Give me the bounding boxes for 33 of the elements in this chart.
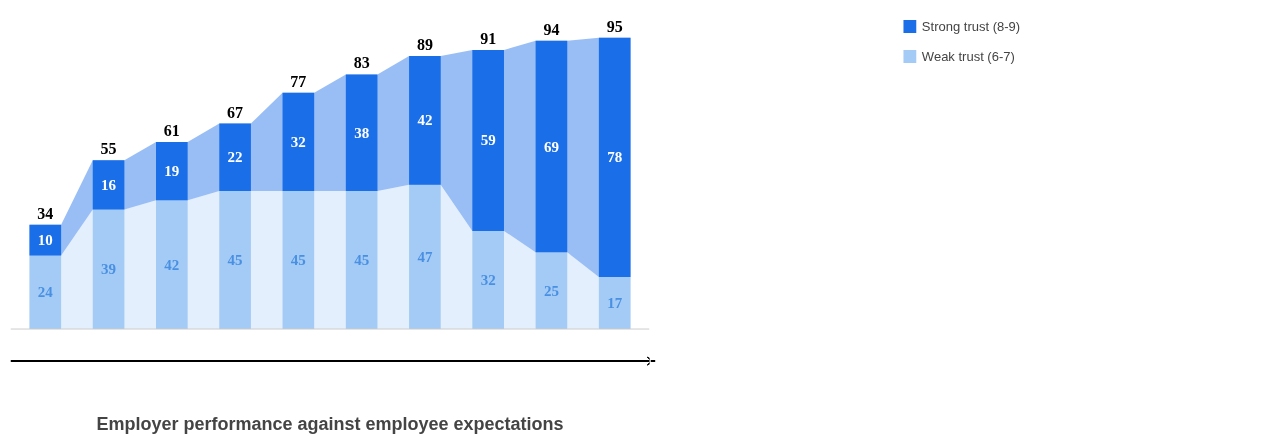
total-label: 67 [227,103,244,121]
data-label: 10 [37,232,53,249]
data-label: 47 [417,248,433,265]
data-label: 17 [607,294,623,311]
total-label: 77 [290,72,307,90]
total-label: 61 [163,121,180,139]
legend-label: Weak trust (6-7) [921,48,1015,64]
data-label: 45 [227,252,243,269]
x-axis-title: Employer performance against employee expectations [96,413,564,434]
data-label: 38 [354,124,370,141]
data-label: 78 [607,149,623,166]
data-label: 25 [543,282,559,299]
total-label: 34 [37,204,54,222]
total-label: 91 [480,29,497,47]
data-label: 19 [164,163,180,180]
data-label: 16 [101,176,117,193]
data-label: 45 [354,252,370,269]
data-label: 59 [480,132,496,149]
total-label: 83 [353,54,370,72]
data-label: 22 [227,149,243,166]
data-label: 32 [480,271,496,288]
data-label: 39 [101,261,117,278]
total-label: 89 [416,36,433,54]
data-label: 69 [543,138,559,155]
total-label: 94 [543,20,560,38]
total-label: 95 [606,17,623,35]
total-label: 55 [100,140,117,158]
data-label: 32 [290,133,306,150]
data-label: 42 [417,112,433,129]
data-label: 45 [290,252,306,269]
legend-label: Strong trust (8-9) [921,18,1021,34]
data-label: 24 [37,284,54,301]
data-label: 42 [164,256,180,273]
